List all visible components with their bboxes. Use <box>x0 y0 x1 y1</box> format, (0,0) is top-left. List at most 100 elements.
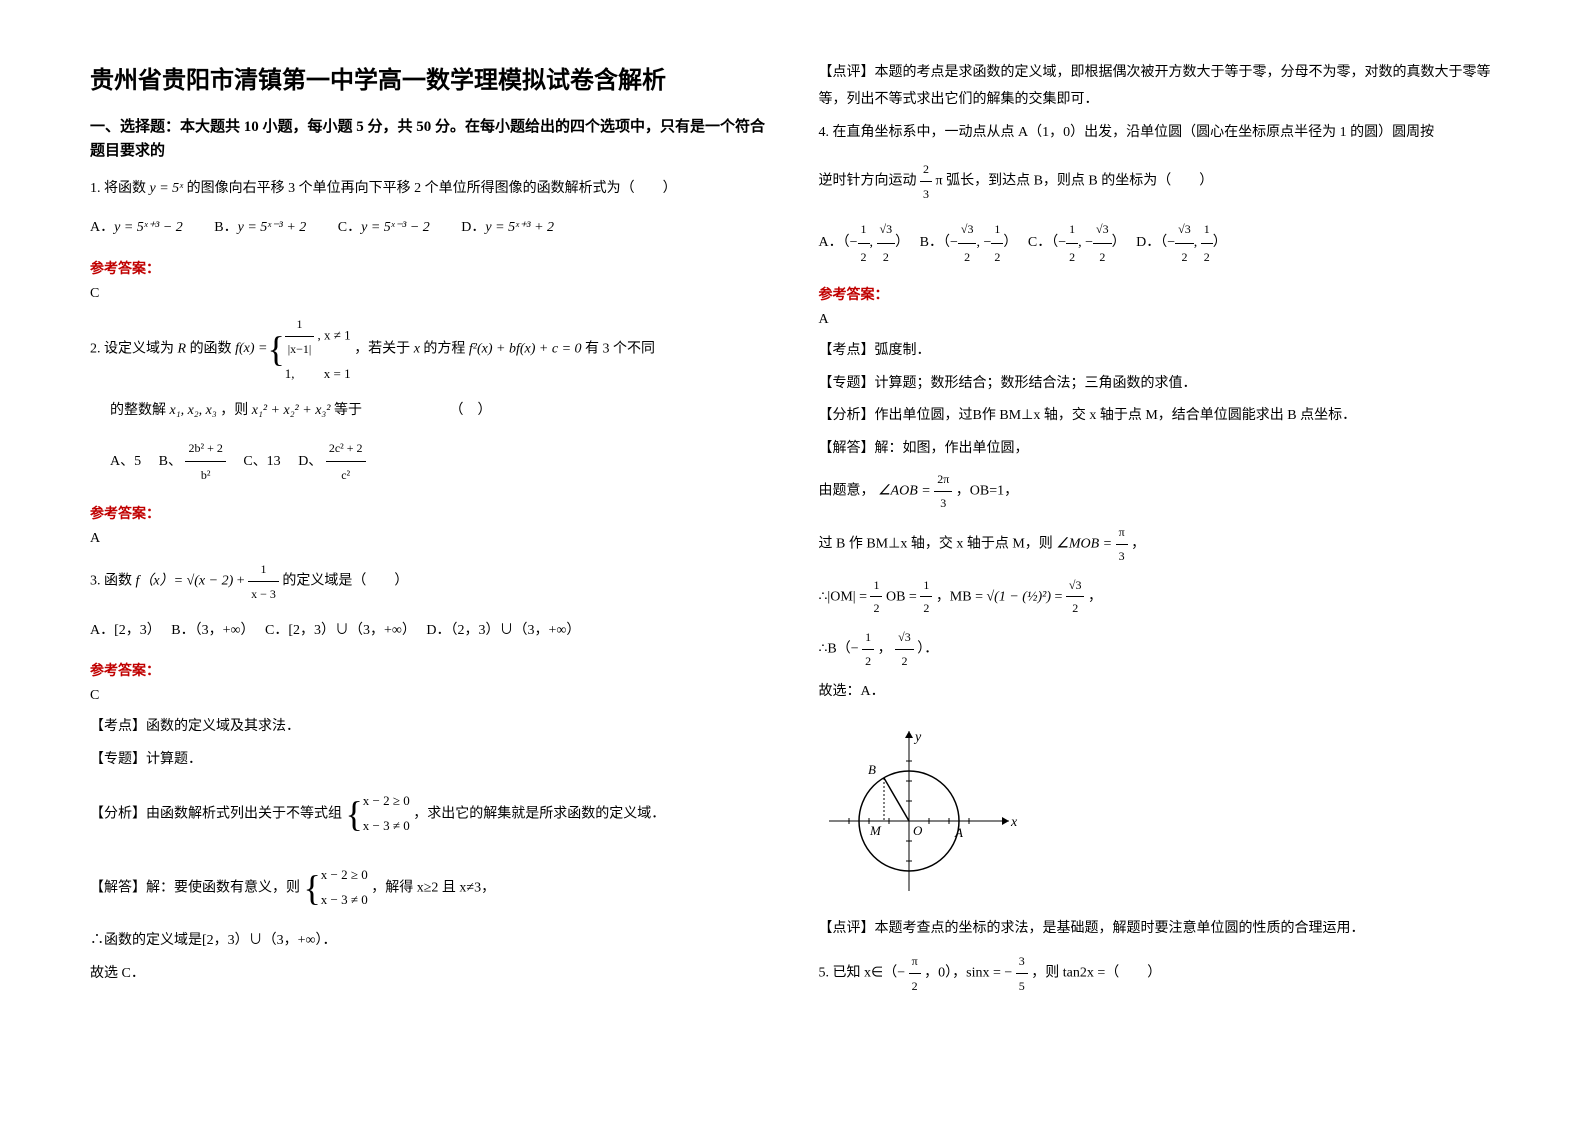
q2-t5: 有 3 个不同 <box>585 342 655 357</box>
q4-mob-den: 3 <box>1116 545 1128 568</box>
q4-om1-num: 1 <box>870 574 882 598</box>
q4-t3: π 弧长，到达点 B，则点 B 的坐标为（ ） <box>936 174 1214 189</box>
q2-optD-label: D、 <box>298 454 322 469</box>
q4-aob-den: 3 <box>934 492 952 515</box>
q4d-d2: 2 <box>1201 244 1213 270</box>
q4a-d1: 2 <box>858 244 870 270</box>
q2-optD-den: c² <box>326 462 366 488</box>
q4-s2a: 由题意， <box>819 484 875 499</box>
q2-p2a: 1, <box>285 366 295 381</box>
q4-t1: 4. 在直角坐标系中，一动点从点 A（1，0）出发，沿单位圆（圆心在坐标原点半径… <box>819 125 1435 140</box>
question-2: 2. 设定义域为 R 的函数 f(x) = { 1 |x−1| , x ≠ 1 … <box>90 312 769 387</box>
q4c-d2: 2 <box>1093 244 1112 270</box>
q4-topic: 【专题】计算题；数形结合；数形结合法；三角函数的求值． <box>819 371 1498 398</box>
right-column: 【点评】本题的考点是求函数的定义域，即根据偶次被开方数大于等于零，分母不为零，对… <box>819 60 1498 1062</box>
q2-t1: 2. 设定义域为 <box>90 342 174 357</box>
q2-answer: A <box>90 531 769 547</box>
q3-optB: B．（3，+∞） <box>171 623 247 638</box>
q2-answer-label: 参考答案： <box>90 503 769 523</box>
q1-answer-label: 参考答案： <box>90 258 769 278</box>
q5-t3: ，则 tan2x =（ ） <box>1031 966 1161 981</box>
q4-arc-frac: 2 3 <box>920 157 932 206</box>
q4b-d2: 2 <box>991 244 1003 270</box>
q4-by-den: 2 <box>895 650 914 673</box>
q4-topic-text: 计算题；数形结合；数形结合法；三角函数的求值． <box>875 376 1197 391</box>
q3-optA: A．[2，3） <box>90 623 154 638</box>
q4-s4b: OB = <box>886 589 917 604</box>
q3-ana2: ，求出它的解集就是所求函数的定义域． <box>413 806 665 821</box>
q4c-n1: 1 <box>1066 216 1078 243</box>
q3-answer-label: 参考答案： <box>90 660 769 680</box>
q4-optC-label: C． <box>1028 235 1051 250</box>
svg-text:O: O <box>913 823 923 838</box>
q5-t2: ，0），sinx = − <box>924 966 1012 981</box>
q2-optB-label: B、 <box>159 454 182 469</box>
page-title: 贵州省贵阳市清镇第一中学高一数学理模拟试卷含解析 <box>90 60 769 95</box>
q1-text2: 的图像向右平移 3 个单位再向下平移 2 个单位所得图像的函数解析式为（ ） <box>187 181 677 196</box>
q2-t3: ，若关于 <box>354 342 410 357</box>
q2-p2c: x = 1 <box>324 366 351 381</box>
q5-sinx-den: 5 <box>1016 974 1028 998</box>
q2-piece1-frac: 1 |x−1| <box>285 312 315 361</box>
q4-options: A．（−12, √32） B．（−√32, −12） C．（−12, −√32）… <box>819 216 1498 270</box>
q3-options: A．[2，3） B．（3，+∞） C．[2，3）∪（3，+∞） D．（2，3）∪… <box>90 616 769 647</box>
q3-sys1b: x − 3 ≠ 0 <box>363 814 410 839</box>
q4-mb: √3 2 <box>1066 574 1085 621</box>
q3-comment: 【点评】本题的考点是求函数的定义域，即根据偶次被开方数大于等于零，分母不为零，对… <box>819 60 1498 113</box>
q4-s4d: = <box>1054 589 1065 604</box>
q4-t2: 逆时针方向运动 <box>819 174 917 189</box>
q3-solve4: 故选 C． <box>90 961 769 988</box>
q3-sys1a: x − 2 ≥ 0 <box>363 789 410 814</box>
q5-pi: π 2 <box>909 949 921 998</box>
q4-om2: 1 2 <box>920 574 932 621</box>
q4-angle-mob: ∠MOB = <box>1056 536 1112 551</box>
q3-solve2: ，解得 x≥2 且 x≠3， <box>371 880 495 895</box>
q5-pi-den: 2 <box>909 974 921 998</box>
q2-t2: 的函数 <box>190 342 232 357</box>
q2-optC: C、13 <box>243 454 280 469</box>
q4-om2-num: 1 <box>920 574 932 598</box>
q3-point-label: 【考点】 <box>90 719 146 734</box>
q4d-d1: 2 <box>1175 244 1194 270</box>
q2-optA: A、5 <box>110 454 141 469</box>
q4-solve2: 由题意， ∠AOB = 2π 3 ，OB=1， <box>819 468 1498 515</box>
q4-solve1: 解：如图，作出单位圆， <box>875 441 1029 456</box>
q4-s3a: 过 B 作 BM⊥x 轴，交 x 轴于点 M，则 <box>819 536 1053 551</box>
q3-analysis: 【分析】由函数解析式列出关于不等式组 { x − 2 ≥ 0 x − 3 ≠ 0… <box>90 780 769 848</box>
q4-line2: 逆时针方向运动 2 3 π 弧长，到达点 B，则点 B 的坐标为（ ） <box>819 157 1498 206</box>
svg-text:B: B <box>868 762 876 777</box>
q4-aob-frac: 2π 3 <box>934 468 952 515</box>
q5-sinx-num: 3 <box>1016 949 1028 974</box>
q2-t6: 的整数解 <box>110 403 166 418</box>
q4-by: √3 2 <box>895 626 914 673</box>
q2-piece2: 1, x = 1 <box>285 361 351 387</box>
q4c-n2: √3 <box>1093 216 1112 243</box>
q4c-d1: 2 <box>1066 244 1078 270</box>
q3-sys1: { x − 2 ≥ 0 x − 3 ≠ 0 <box>346 780 410 848</box>
q2-piecewise: f(x) = { 1 |x−1| , x ≠ 1 1, x = 1 <box>235 312 351 387</box>
q3-plus: + <box>237 573 245 588</box>
q5-t1: 5. 已知 x∈（− <box>819 966 906 981</box>
q3-optC: C．[2，3）∪（3，+∞） <box>265 623 409 638</box>
q4-s5a: ∴B（− <box>819 642 859 657</box>
q4-mb-num: √3 <box>1066 574 1085 598</box>
q4-optD-label: D． <box>1136 235 1160 250</box>
q4-solve6: 故选：A． <box>819 679 1498 706</box>
q2-line2: 的整数解 x₁, x₂, x₃ ，则 x₁² + x₂² + x₃² 等于 （ … <box>90 397 769 425</box>
q4-s2b: ，OB=1， <box>956 484 1018 499</box>
q4-by-num: √3 <box>895 626 914 650</box>
q4-mob-frac: π 3 <box>1116 521 1128 568</box>
q2-p1-cond: , x ≠ 1 <box>318 327 351 342</box>
q5-sinx: 3 5 <box>1016 949 1028 998</box>
q4-diagram: yxOABM <box>819 721 1498 906</box>
q4-om1-den: 2 <box>870 597 882 620</box>
q3-frac-num: 1 <box>248 557 279 582</box>
q2-sum: x₁² + x₂² + x₃² <box>252 403 331 418</box>
q2-fx: f(x) = <box>235 335 267 363</box>
q3-sys1-content: x − 2 ≥ 0 x − 3 ≠ 0 <box>363 789 410 838</box>
q3-answer: C <box>90 688 769 704</box>
q4-s3b: ， <box>1131 536 1145 551</box>
svg-text:x: x <box>1010 815 1018 830</box>
q3-optD: D．（2，3）∪（3，+∞） <box>426 623 580 638</box>
q3-solve3: ∴函数的定义域是[2，3）∪（3，+∞）． <box>90 928 769 955</box>
